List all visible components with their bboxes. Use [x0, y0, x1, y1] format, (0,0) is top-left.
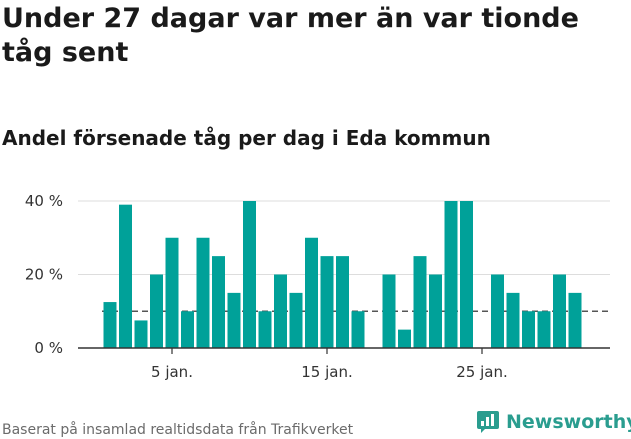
bar [553, 274, 566, 348]
bar [305, 237, 318, 348]
bar [119, 204, 132, 348]
bar [289, 292, 303, 348]
bar [444, 201, 458, 348]
x-tick-label: 25 jan. [456, 363, 508, 381]
bar [150, 274, 163, 348]
axes [78, 347, 610, 354]
x-tick-label: 15 jan. [301, 363, 353, 381]
bar [382, 274, 396, 348]
bar [320, 256, 334, 348]
bar [165, 237, 179, 348]
y-tick-label: 40 % [25, 192, 63, 210]
bar [227, 292, 241, 348]
bar [568, 292, 582, 348]
bar [336, 256, 349, 348]
brand-logo: Newsworthy [476, 408, 631, 436]
bar [181, 311, 194, 348]
bar [134, 320, 148, 348]
bar [243, 201, 256, 348]
bar-chart: 0 % 20 % 40 % 5 jan. 15 jan. 25 jan. [25, 192, 612, 381]
bar [258, 311, 272, 348]
bar [460, 201, 473, 348]
bar [212, 256, 225, 348]
bar [506, 292, 520, 348]
bar [537, 311, 551, 348]
bar [103, 302, 117, 348]
y-tick-label: 0 % [34, 339, 63, 357]
bar [429, 274, 442, 348]
chart-title: Under 27 dagar var mer än var tionde tåg… [2, 3, 579, 68]
tick-labels: 0 % 20 % 40 % 5 jan. 15 jan. 25 jan. [25, 192, 508, 381]
source-note: Baserat på insamlad realtidsdata från Tr… [2, 422, 354, 438]
y-tick-label: 20 % [25, 266, 63, 284]
bar [413, 256, 427, 348]
bar [351, 311, 365, 348]
x-tick-label: 5 jan. [151, 363, 193, 381]
bar [196, 237, 210, 348]
bar [491, 274, 504, 348]
bar [274, 274, 287, 348]
newsworthy-logo-icon [477, 411, 499, 433]
chart-subtitle: Andel försenade tåg per dag i Eda kommun [2, 126, 491, 150]
bar [522, 311, 535, 348]
bar [398, 329, 411, 348]
brand-name: Newsworthy [506, 411, 631, 433]
bars [103, 201, 582, 348]
